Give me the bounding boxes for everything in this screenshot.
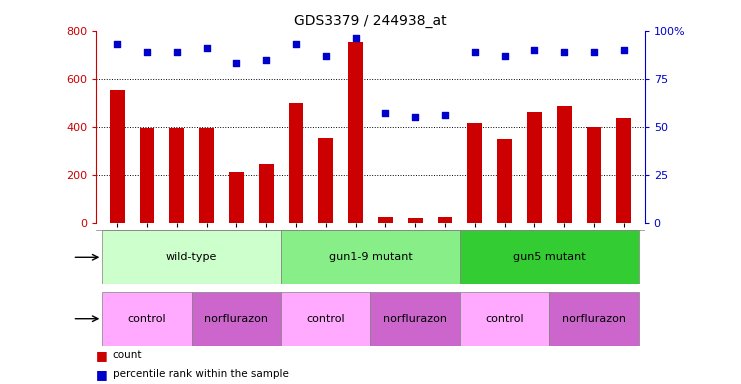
Point (320, 53, 332, 59)
Bar (281, 230, 460, 284)
Bar (497, 139, 512, 223)
Bar (468, 123, 482, 223)
Bar (437, 217, 453, 223)
Text: control: control (307, 314, 345, 324)
Bar (259, 164, 273, 223)
Bar (170, 128, 185, 223)
Bar (549, 292, 639, 346)
Bar (348, 41, 363, 223)
Point (588, 49, 600, 55)
Bar (139, 128, 154, 223)
Text: norflurazon: norflurazon (205, 314, 268, 324)
Point (290, 41, 302, 47)
Point (230, 60, 242, 66)
Bar (288, 103, 304, 223)
Bar (460, 230, 639, 284)
Bar (281, 292, 370, 346)
Point (379, 110, 391, 116)
Point (409, 114, 421, 120)
Bar (370, 292, 460, 346)
Point (141, 49, 153, 55)
Bar (378, 217, 393, 223)
Text: gun5 mutant: gun5 mutant (513, 252, 585, 262)
Bar (319, 137, 333, 223)
Point (469, 49, 481, 55)
Point (260, 56, 272, 63)
Bar (617, 118, 631, 223)
Bar (110, 89, 124, 223)
Title: GDS3379 / 244938_at: GDS3379 / 244938_at (294, 14, 447, 28)
Point (618, 47, 630, 53)
Text: percentile rank within the sample: percentile rank within the sample (113, 369, 288, 379)
Bar (408, 218, 422, 223)
Bar (229, 172, 244, 223)
Bar (460, 292, 549, 346)
Text: wild-type: wild-type (166, 252, 217, 262)
Point (111, 41, 123, 47)
Bar (102, 292, 192, 346)
Text: ■: ■ (96, 368, 108, 381)
Bar (192, 292, 281, 346)
Bar (587, 127, 602, 223)
Text: gun1-9 mutant: gun1-9 mutant (328, 252, 413, 262)
Point (201, 45, 213, 51)
Point (499, 53, 511, 59)
Bar (556, 106, 571, 223)
Text: control: control (485, 314, 524, 324)
Bar (527, 113, 542, 223)
Bar (102, 230, 281, 284)
Text: ■: ■ (96, 349, 108, 362)
Text: norflurazon: norflurazon (383, 314, 448, 324)
Point (439, 112, 451, 118)
Point (171, 49, 183, 55)
Text: count: count (113, 350, 142, 360)
Point (350, 35, 362, 41)
Bar (199, 128, 214, 223)
Text: norflurazon: norflurazon (562, 314, 626, 324)
Point (528, 47, 540, 53)
Text: control: control (127, 314, 166, 324)
Point (558, 49, 570, 55)
